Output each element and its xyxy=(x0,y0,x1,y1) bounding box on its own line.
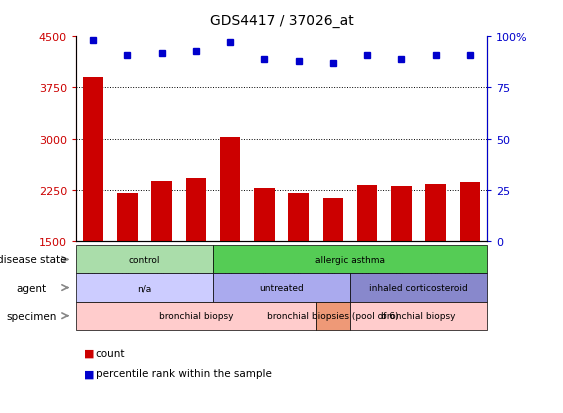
Bar xyxy=(220,138,240,242)
Bar xyxy=(323,199,343,242)
Text: GDS4417 / 37026_at: GDS4417 / 37026_at xyxy=(209,14,354,28)
Text: agent: agent xyxy=(17,283,47,293)
Text: ■: ■ xyxy=(84,368,95,378)
Text: ■: ■ xyxy=(84,348,95,358)
Text: specimen: specimen xyxy=(7,311,57,321)
Text: inhaled corticosteroid: inhaled corticosteroid xyxy=(369,283,468,292)
Text: bronchial biopsy: bronchial biopsy xyxy=(381,311,455,320)
Text: untreated: untreated xyxy=(259,283,304,292)
Text: disease state: disease state xyxy=(0,255,66,265)
Bar xyxy=(186,179,206,242)
Text: percentile rank within the sample: percentile rank within the sample xyxy=(96,368,271,378)
Bar xyxy=(357,186,377,242)
Bar xyxy=(426,185,446,242)
Bar xyxy=(391,186,412,242)
Bar xyxy=(83,78,104,242)
Bar xyxy=(151,182,172,242)
Bar xyxy=(288,194,309,242)
Text: bronchial biopsy: bronchial biopsy xyxy=(159,311,233,320)
Bar xyxy=(254,188,275,242)
Text: allergic asthma: allergic asthma xyxy=(315,255,385,264)
Text: control: control xyxy=(129,255,160,264)
Bar xyxy=(117,194,138,242)
Text: n/a: n/a xyxy=(137,283,151,292)
Bar xyxy=(459,183,480,242)
Text: count: count xyxy=(96,348,125,358)
Text: bronchial biopsies (pool of 6): bronchial biopsies (pool of 6) xyxy=(267,311,399,320)
